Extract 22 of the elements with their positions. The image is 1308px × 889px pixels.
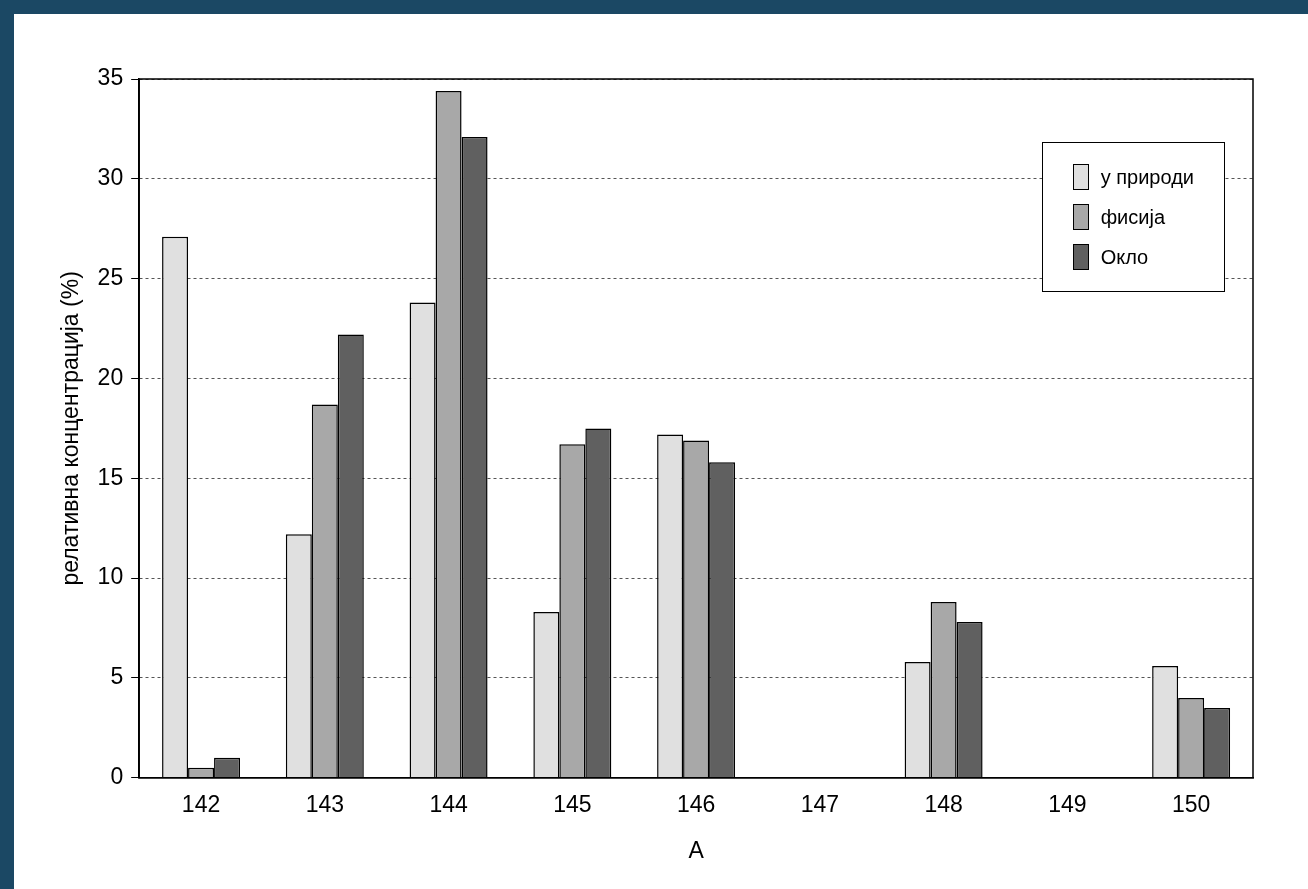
legend-label: фисија bbox=[1100, 205, 1166, 229]
x-tick-label: 145 bbox=[553, 790, 592, 817]
y-axis-title: релативна концентрација (%) bbox=[57, 271, 84, 586]
legend-label: Окло bbox=[1100, 245, 1149, 269]
y-tick-label: 0 bbox=[110, 763, 124, 790]
x-tick-label: 147 bbox=[800, 790, 840, 817]
x-tick-label: 144 bbox=[429, 790, 468, 817]
y-tick-label: 30 bbox=[97, 164, 124, 191]
y-tick-label: 10 bbox=[97, 563, 124, 590]
x-tick-label: 150 bbox=[1171, 790, 1211, 817]
legend-label: у природи bbox=[1100, 165, 1194, 189]
y-tick-label: 5 bbox=[110, 663, 124, 690]
x-tick-label: 142 bbox=[181, 790, 221, 817]
y-tick-label: 15 bbox=[97, 463, 124, 490]
y-tick-label: 25 bbox=[97, 264, 124, 290]
x-tick-label: 148 bbox=[924, 790, 963, 817]
y-tick-label: 20 bbox=[97, 363, 124, 390]
y-tick-label: 35 bbox=[97, 64, 124, 91]
x-tick-label: 146 bbox=[676, 790, 716, 817]
x-tick-label: 143 bbox=[305, 790, 345, 817]
x-tick-label: 149 bbox=[1048, 790, 1087, 817]
x-axis-title: A bbox=[688, 836, 705, 863]
